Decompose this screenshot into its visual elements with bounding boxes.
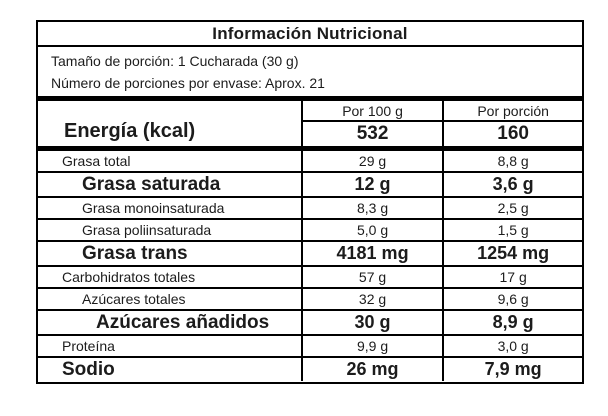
label-title: Información Nutricional — [38, 22, 582, 47]
table-row: Grasa saturada 12 g 3,6 g — [38, 171, 582, 197]
value-per-portion: 17 g — [442, 265, 582, 288]
table-row: Carbohidratos totales 57 g 17 g — [38, 265, 582, 288]
value-per-100g: 4181 mg — [300, 240, 444, 266]
energy-row-label: Energía (kcal) — [38, 101, 302, 151]
value-per-portion: 8,8 g — [442, 147, 582, 172]
value-per-portion: 7,9 mg — [442, 356, 582, 381]
nutrition-table: Energía (kcal) Por 100 g Por porción 532… — [38, 101, 582, 381]
nutrient-label: Grasa total — [38, 147, 302, 172]
table-row: Azúcares añadidos 30 g 8,9 g — [38, 309, 582, 335]
value-per-100g: 26 mg — [300, 356, 444, 381]
column-header-per-portion: Por porción — [442, 101, 582, 122]
table-row: Grasa total 29 g 8,8 g — [38, 147, 582, 172]
column-header-row: Energía (kcal) Por 100 g Por porción — [38, 101, 582, 151]
servings-per-container-line: Número de porciones por envase: Aprox. 2… — [51, 75, 325, 91]
value-per-portion: 2,5 g — [442, 196, 582, 219]
energy-row: 532 160 — [38, 121, 582, 151]
value-per-100g: 57 g — [300, 265, 444, 288]
value-per-portion: 1254 mg — [442, 240, 582, 266]
value-per-100g: 8,3 g — [300, 196, 444, 219]
value-per-100g: 30 g — [300, 309, 444, 335]
nutrient-label: Carbohidratos totales — [38, 265, 302, 288]
value-per-100g: 9,9 g — [300, 334, 444, 357]
table-row: Azúcares totales 32 g 9,6 g — [38, 287, 582, 310]
value-per-100g: 5,0 g — [300, 218, 444, 241]
nutrient-label: Azúcares totales — [38, 287, 302, 310]
value-per-portion: 9,6 g — [442, 287, 582, 310]
serving-size-line: Tamaño de porción: 1 Cucharada (30 g) — [51, 53, 299, 69]
value-per-portion: 3,0 g — [442, 334, 582, 357]
table-row: Grasa monoinsaturada 8,3 g 2,5 g — [38, 196, 582, 219]
table-row: Proteína 9,9 g 3,0 g — [38, 334, 582, 357]
table-row: Sodio 26 mg 7,9 mg — [38, 356, 582, 381]
nutrient-label: Grasa poliinsaturada — [38, 218, 302, 241]
value-per-portion: 8,9 g — [442, 309, 582, 335]
nutrient-label: Grasa monoinsaturada — [38, 196, 302, 219]
nutrient-label: Sodio — [38, 356, 302, 381]
table-row: Grasa trans 4181 mg 1254 mg — [38, 240, 582, 266]
table-row: Grasa poliinsaturada 5,0 g 1,5 g — [38, 218, 582, 241]
value-per-portion: 3,6 g — [442, 171, 582, 197]
value-per-100g: 12 g — [300, 171, 444, 197]
value-per-100g: 32 g — [300, 287, 444, 310]
nutrient-label: Grasa trans — [38, 240, 302, 266]
serving-info: Tamaño de porción: 1 Cucharada (30 g) Nú… — [38, 47, 582, 101]
nutrient-label: Proteína — [38, 334, 302, 357]
value-per-portion: 1,5 g — [442, 218, 582, 241]
nutrient-label: Azúcares añadidos — [38, 309, 302, 335]
energy-value-per-portion: 160 — [442, 121, 582, 151]
nutrition-label: Información Nutricional Tamaño de porció… — [36, 20, 584, 384]
value-per-100g: 29 g — [300, 147, 444, 172]
energy-value-per-100g: 532 — [300, 121, 444, 151]
column-header-per-100g: Por 100 g — [300, 101, 444, 122]
nutrient-label: Grasa saturada — [38, 171, 302, 197]
